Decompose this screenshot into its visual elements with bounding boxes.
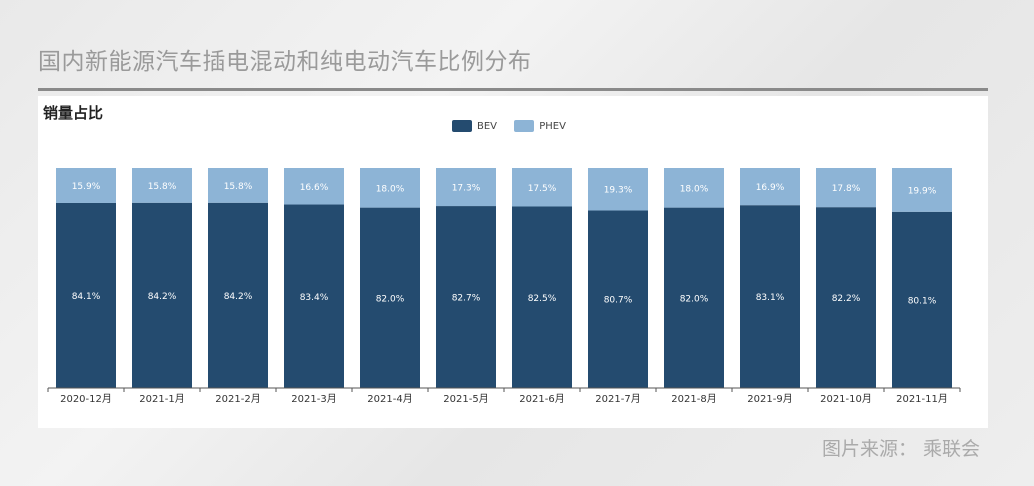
- bar-phev-8: [664, 168, 724, 208]
- bar-bev-0: [56, 202, 116, 388]
- bar-bev-11: [892, 211, 952, 388]
- slide-title: 国内新能源汽车插电混动和纯电动汽车比例分布: [38, 49, 532, 75]
- data-label-phev-7: 19.3%: [604, 186, 633, 196]
- bar-bev-8: [664, 207, 724, 388]
- data-label-phev-6: 17.5%: [528, 184, 557, 194]
- bar-bev-5: [436, 206, 496, 388]
- legend-item-bev: BEV: [452, 120, 497, 132]
- x-tick-label-1: 2021-1月: [139, 393, 184, 405]
- bar-phev-1: [132, 168, 192, 203]
- data-label-bev-10: 82.2%: [832, 294, 861, 304]
- data-label-bev-0: 84.1%: [72, 292, 101, 302]
- bar-bev-9: [740, 205, 800, 388]
- chart-legend: BEV PHEV: [452, 120, 580, 135]
- bar-phev-0: [56, 168, 116, 203]
- legend-swatch-phev: [514, 120, 535, 132]
- bar-bev-2: [208, 202, 268, 388]
- title-divider: [38, 88, 988, 91]
- data-label-bev-8: 82.0%: [680, 294, 709, 304]
- x-tick-label-2: 2021-2月: [215, 393, 260, 405]
- data-label-phev-8: 18.0%: [680, 184, 709, 194]
- x-tick-label-10: 2021-10月: [820, 393, 872, 405]
- bar-bev-6: [512, 206, 572, 388]
- data-label-bev-9: 83.1%: [756, 293, 785, 303]
- data-label-phev-1: 15.8%: [148, 182, 177, 192]
- data-label-bev-3: 83.4%: [300, 293, 329, 303]
- legend-label-phev: PHEV: [539, 120, 566, 132]
- data-label-phev-2: 15.8%: [224, 182, 253, 192]
- bar-bev-3: [284, 204, 344, 388]
- bar-phev-7: [588, 168, 648, 211]
- data-label-phev-9: 16.9%: [756, 183, 785, 193]
- data-label-bev-6: 82.5%: [528, 294, 557, 304]
- data-label-bev-4: 82.0%: [376, 294, 405, 304]
- legend-swatch-bev: [452, 120, 472, 132]
- data-label-phev-4: 18.0%: [376, 184, 405, 194]
- x-tick-label-9: 2021-9月: [747, 393, 792, 405]
- bar-phev-4: [360, 168, 420, 208]
- x-tick-label-8: 2021-8月: [671, 393, 716, 405]
- data-label-bev-5: 82.7%: [452, 294, 481, 304]
- legend-label-bev: BEV: [477, 120, 498, 132]
- data-label-phev-10: 17.8%: [832, 184, 861, 194]
- bar-bev-1: [132, 202, 192, 388]
- x-tick-label-11: 2021-11月: [896, 393, 948, 405]
- x-tick-label-3: 2021-3月: [291, 393, 336, 405]
- bar-phev-2: [208, 168, 268, 203]
- bar-phev-9: [740, 168, 800, 206]
- data-label-bev-7: 80.7%: [604, 296, 633, 306]
- chart-title: 销量占比: [43, 104, 104, 122]
- x-tick-label-6: 2021-6月: [519, 393, 564, 405]
- x-tick-label-4: 2021-4月: [367, 393, 412, 405]
- x-tick-label-7: 2021-7月: [595, 393, 640, 405]
- bar-phev-5: [436, 168, 496, 207]
- x-tick-label-0: 2020-12月: [60, 393, 112, 405]
- bar-phev-10: [816, 168, 876, 208]
- x-tick-label-5: 2021-5月: [443, 393, 488, 405]
- bar-bev-4: [360, 207, 420, 388]
- bar-bev-10: [816, 207, 876, 388]
- bar-phev-3: [284, 168, 344, 205]
- data-label-phev-5: 17.3%: [452, 184, 481, 194]
- bar-bev-7: [588, 210, 648, 388]
- data-label-phev-0: 15.9%: [72, 182, 101, 192]
- bar-phev-11: [892, 168, 952, 212]
- legend-item-phev: PHEV: [514, 120, 566, 132]
- data-label-bev-1: 84.2%: [148, 292, 177, 302]
- data-label-phev-11: 19.9%: [908, 186, 937, 196]
- data-label-bev-2: 84.2%: [224, 292, 253, 302]
- source-note: 图片来源： 乘联会: [821, 438, 980, 460]
- data-label-bev-11: 80.1%: [908, 296, 937, 306]
- bar-phev-6: [512, 168, 572, 207]
- data-label-phev-3: 16.6%: [300, 183, 329, 193]
